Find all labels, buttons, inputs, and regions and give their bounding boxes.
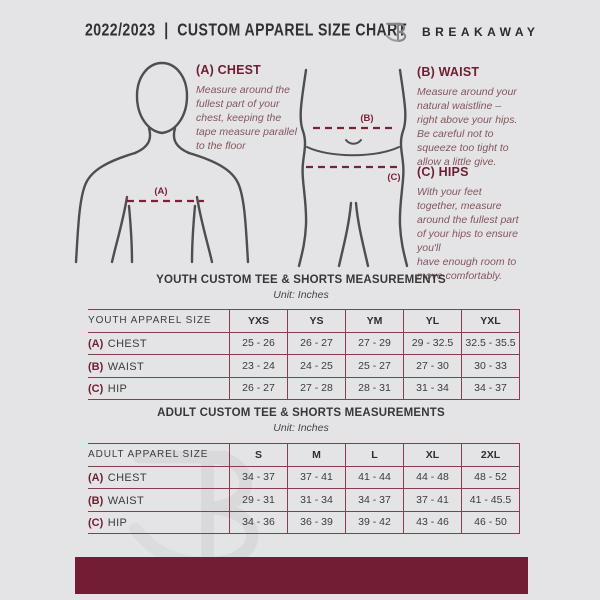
measurement-cell: 44 - 48 xyxy=(403,465,462,489)
row-label-prefix: (A) xyxy=(88,338,104,351)
adult-size-table: ADULT APPAREL SIZE S M L XL 2XL (A) CHES… xyxy=(88,443,520,534)
size-col-header: YXL xyxy=(461,309,520,332)
hips-guide-heading: (C) HIPS xyxy=(417,165,469,179)
size-col-header: M xyxy=(287,443,346,466)
measurement-cell: 25 - 26 xyxy=(229,331,288,355)
waist-guide: (B) WAIST Measure around your natural wa… xyxy=(417,65,537,170)
breakaway-b-logo-icon xyxy=(385,22,407,42)
youth-size-header-cell: YOUTH APPAREL SIZE xyxy=(88,309,230,332)
adult-waist-row: (B) WAIST 29 - 31 31 - 34 34 - 37 37 - 4… xyxy=(88,488,520,511)
youth-section-title: YOUTH CUSTOM TEE & SHORTS MEASUREMENTS xyxy=(156,274,446,286)
waist-line-label: (B) xyxy=(360,113,373,124)
size-col-header: L xyxy=(345,443,404,466)
row-label: (A) CHEST xyxy=(88,331,230,355)
measurement-cell: 46 - 50 xyxy=(461,510,520,534)
size-col-header: YM xyxy=(345,309,404,332)
row-label-prefix: (A) xyxy=(88,472,104,485)
measurement-cell: 30 - 33 xyxy=(461,354,520,377)
measurement-cell: 39 - 42 xyxy=(345,510,404,534)
measurement-cell: 29 - 31 xyxy=(229,488,288,511)
page-title: 2022/2023 | CUSTOM APPAREL SIZE CHART xyxy=(85,21,407,40)
measurement-cell: 32.5 - 35.5 xyxy=(461,331,520,355)
measurement-cell: 23 - 24 xyxy=(229,354,288,377)
youth-size-table: YOUTH APPAREL SIZE YXS YS YM YL YXL (A) … xyxy=(88,309,520,400)
measurement-cell: 48 - 52 xyxy=(461,465,520,489)
measurement-cell: 41 - 44 xyxy=(345,465,404,489)
measurement-cell: 26 - 27 xyxy=(287,331,346,355)
measurement-cell: 37 - 41 xyxy=(287,465,346,489)
adult-table-header-row: ADULT APPAREL SIZE S M L XL 2XL xyxy=(88,443,520,466)
youth-chest-row: (A) CHEST 25 - 26 26 - 27 27 - 29 29 - 3… xyxy=(88,331,520,355)
measurement-cell: 26 - 27 xyxy=(229,376,288,400)
footer-bar xyxy=(75,557,528,594)
row-label-text: CHEST xyxy=(107,338,148,351)
hips-guide-body: With your feet together, measure around … xyxy=(417,186,519,282)
measurement-cell: 31 - 34 xyxy=(287,488,346,511)
measurement-cell: 25 - 27 xyxy=(345,354,404,377)
size-col-header: YL xyxy=(403,309,462,332)
row-label: (B) WAIST xyxy=(88,354,230,377)
measurement-cell: 41 - 45.5 xyxy=(461,488,520,511)
adult-size-header-cell: ADULT APPAREL SIZE xyxy=(88,443,230,466)
adult-section-title: ADULT CUSTOM TEE & SHORTS MEASUREMENTS xyxy=(157,407,445,419)
hips-line-label: (C) xyxy=(387,172,400,183)
adult-chest-row: (A) CHEST 34 - 37 37 - 41 41 - 44 44 - 4… xyxy=(88,465,520,489)
row-label: (C) HIP xyxy=(88,510,230,534)
size-col-header: 2XL xyxy=(461,443,520,466)
brand-name: BREAKAWAY xyxy=(422,25,540,39)
chest-guide: (A) CHEST Measure around the fullest par… xyxy=(196,63,308,154)
size-col-header: YXS xyxy=(229,309,288,332)
waist-guide-heading: (B) WAIST xyxy=(417,65,480,79)
row-label-prefix: (B) xyxy=(88,360,104,373)
youth-unit-label: Unit: Inches xyxy=(273,289,329,301)
measurement-cell: 27 - 29 xyxy=(345,331,404,355)
measurement-cell: 36 - 39 xyxy=(287,510,346,534)
chest-line-label: (A) xyxy=(154,186,167,197)
youth-waist-row: (B) WAIST 23 - 24 24 - 25 25 - 27 27 - 3… xyxy=(88,354,520,377)
measurement-cell: 34 - 37 xyxy=(229,465,288,489)
row-label-prefix: (C) xyxy=(88,383,104,396)
chest-guide-body: Measure around the fullest part of your … xyxy=(196,84,297,152)
adult-unit-label: Unit: Inches xyxy=(273,422,329,434)
measurement-cell: 34 - 37 xyxy=(461,376,520,400)
brand-lockup: BREAKAWAY xyxy=(383,17,539,47)
waist-guide-body: Measure around your natural waistline – … xyxy=(417,86,518,168)
size-col-header: XL xyxy=(403,443,462,466)
row-label-prefix: (B) xyxy=(88,494,104,507)
size-col-header: YS xyxy=(287,309,346,332)
row-label-prefix: (C) xyxy=(88,517,104,530)
measurement-cell: 37 - 41 xyxy=(403,488,462,511)
row-label-text: CHEST xyxy=(107,472,148,485)
measurement-cell: 27 - 30 xyxy=(403,354,462,377)
measurement-cell: 43 - 46 xyxy=(403,510,462,534)
adult-hip-row: (C) HIP 34 - 36 36 - 39 39 - 42 43 - 46 … xyxy=(88,510,520,534)
measurement-cell: 34 - 36 xyxy=(229,510,288,534)
youth-table-header-row: YOUTH APPAREL SIZE YXS YS YM YL YXL xyxy=(88,309,520,332)
row-label-text: WAIST xyxy=(107,494,145,507)
row-label-text: HIP xyxy=(107,383,128,396)
row-label-text: WAIST xyxy=(107,360,145,373)
row-label-text: HIP xyxy=(107,517,128,530)
youth-hip-row: (C) HIP 26 - 27 27 - 28 28 - 31 31 - 34 … xyxy=(88,376,520,400)
measurement-cell: 27 - 28 xyxy=(287,376,346,400)
measurement-cell: 28 - 31 xyxy=(345,376,404,400)
row-label: (C) HIP xyxy=(88,376,230,400)
size-col-header: S xyxy=(229,443,288,466)
measurement-cell: 34 - 37 xyxy=(345,488,404,511)
row-label: (B) WAIST xyxy=(88,488,230,511)
chest-guide-heading: (A) CHEST xyxy=(196,63,261,77)
measurement-cell: 31 - 34 xyxy=(403,376,462,400)
row-label: (A) CHEST xyxy=(88,465,230,489)
measurement-cell: 24 - 25 xyxy=(287,354,346,377)
hips-guide: (C) HIPS With your feet together, measur… xyxy=(417,165,541,284)
measurement-cell: 29 - 32.5 xyxy=(403,331,462,355)
figure-head-outline xyxy=(135,61,189,135)
